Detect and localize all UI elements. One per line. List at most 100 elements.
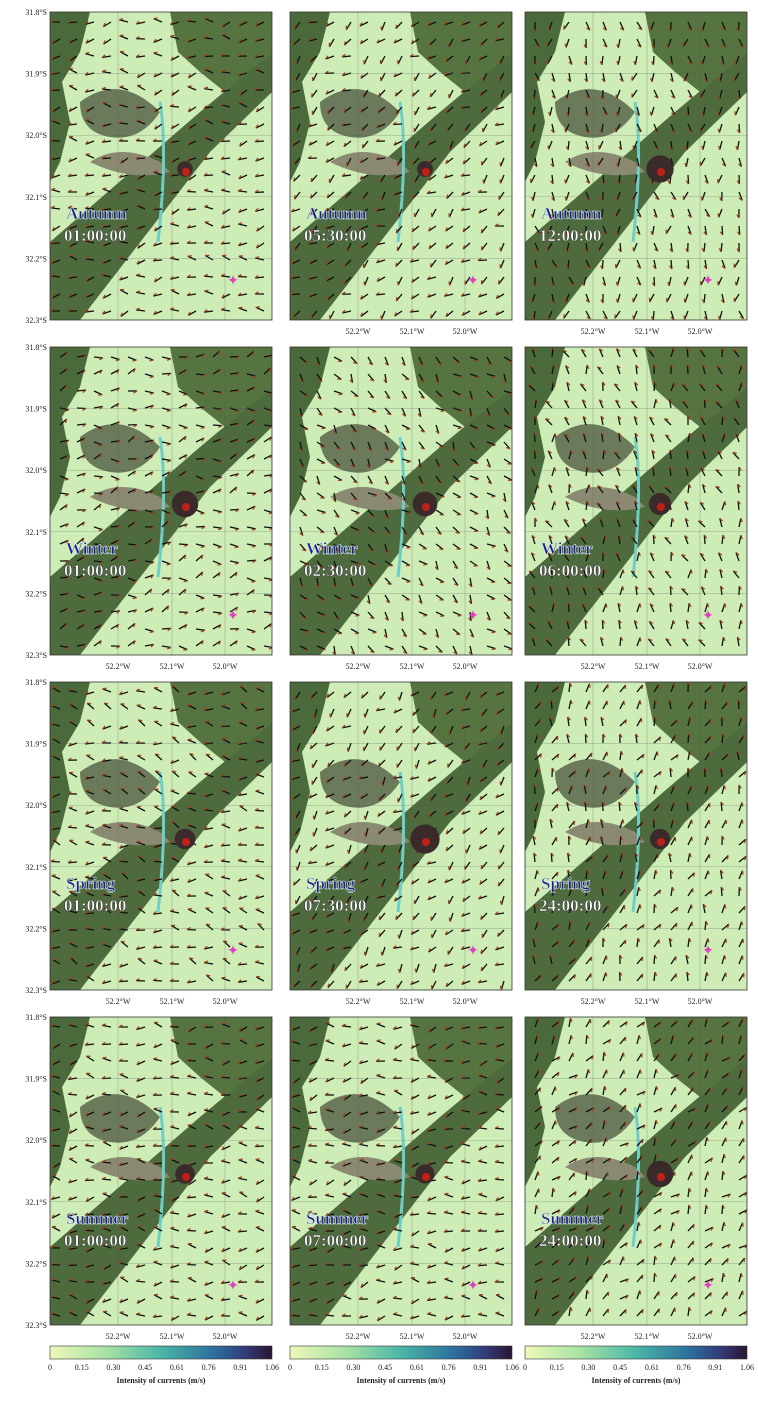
- current-head: [498, 831, 499, 835]
- current-head: [691, 905, 692, 909]
- current-head: [650, 112, 651, 116]
- current-vector: [325, 1060, 334, 1061]
- lon-tick-label: 52.1°W: [400, 662, 425, 671]
- current-head: [381, 952, 382, 956]
- current-head: [313, 816, 314, 820]
- season-label: Autumn: [306, 204, 367, 223]
- current-head: [413, 246, 414, 250]
- current-head: [200, 598, 204, 599]
- current-head: [456, 481, 460, 482]
- current-head: [589, 485, 590, 489]
- current-head: [447, 127, 448, 131]
- current-head: [256, 875, 260, 876]
- current-head: [540, 719, 541, 723]
- current-head: [498, 212, 499, 216]
- current-head: [379, 93, 380, 97]
- time-label: 01:00:00: [64, 226, 126, 245]
- current-head: [69, 807, 73, 808]
- current-vector: [738, 22, 739, 31]
- current-head: [189, 958, 193, 959]
- lat-tick-label: 32.1°S: [25, 193, 47, 202]
- station-marker: ✦: [227, 1279, 239, 1294]
- lat-tick-label: 32.2°S: [25, 589, 47, 598]
- current-head: [115, 479, 119, 480]
- current-head: [500, 247, 501, 251]
- current-vector: [153, 861, 162, 862]
- current-head: [71, 958, 75, 959]
- current-head: [424, 649, 428, 650]
- current-head: [239, 943, 243, 944]
- current-head: [744, 906, 745, 910]
- current-head: [742, 382, 743, 386]
- current-head: [184, 428, 188, 429]
- current-head: [381, 315, 382, 319]
- current-head: [52, 120, 56, 121]
- current-head: [574, 821, 575, 825]
- current-head: [328, 763, 329, 767]
- current-head: [735, 111, 736, 115]
- lon-tick-label: 52.0°W: [453, 327, 478, 336]
- current-head: [430, 93, 431, 97]
- current-head: [500, 781, 501, 785]
- current-head: [500, 179, 501, 183]
- current-head: [475, 377, 479, 378]
- current-head: [606, 972, 607, 976]
- lat-tick-label: 32.0°S: [25, 801, 47, 810]
- current-head: [321, 615, 325, 616]
- current-head: [296, 128, 297, 132]
- current-head: [449, 213, 450, 217]
- current-head: [396, 25, 397, 29]
- current-head: [379, 763, 380, 767]
- current-head: [500, 264, 501, 268]
- current-head: [545, 419, 549, 420]
- current-head: [430, 797, 431, 801]
- current-head: [650, 26, 651, 30]
- lon-tick-label: 52.0°W: [688, 327, 713, 336]
- discharge-point: [422, 503, 430, 511]
- current-head: [538, 769, 539, 773]
- lat-tick-label: 31.9°S: [25, 70, 47, 79]
- current-head: [119, 1125, 123, 1126]
- current-head: [498, 746, 499, 750]
- current-head: [684, 77, 685, 81]
- current-head: [205, 892, 209, 893]
- current-head: [531, 299, 532, 303]
- current-head: [205, 137, 209, 138]
- current-head: [481, 967, 482, 971]
- current-head: [390, 649, 394, 650]
- current-head: [116, 462, 120, 463]
- current-head: [500, 162, 501, 166]
- map-content: ✦: [525, 347, 747, 655]
- current-vector: [187, 1060, 196, 1061]
- lat-tick-label: 31.9°S: [25, 405, 47, 414]
- current-head: [81, 598, 85, 599]
- current-head: [132, 360, 136, 361]
- current-head: [311, 314, 312, 318]
- current-vector: [94, 476, 103, 477]
- current-vector: [653, 311, 654, 320]
- current-head: [396, 229, 397, 233]
- current-head: [172, 890, 176, 891]
- current-head: [640, 638, 641, 642]
- current-head: [239, 1159, 243, 1160]
- current-head: [251, 581, 255, 582]
- current-head: [475, 479, 479, 480]
- current-head: [296, 747, 297, 751]
- lat-tick-label: 32.0°S: [25, 1136, 47, 1145]
- current-head: [102, 943, 106, 944]
- current-vector: [204, 276, 213, 277]
- current-head: [339, 394, 343, 395]
- current-head: [296, 60, 297, 64]
- current-head: [529, 623, 533, 624]
- current-head: [379, 933, 380, 937]
- season-label: Spring: [66, 874, 116, 893]
- current-head: [500, 730, 501, 734]
- current-head: [413, 161, 414, 165]
- current-head: [188, 86, 192, 87]
- lon-tick-label: 52.2°W: [581, 997, 606, 1006]
- current-head: [665, 419, 669, 420]
- current-head: [154, 171, 158, 172]
- current-head: [538, 734, 539, 738]
- current-vector: [308, 1128, 317, 1129]
- current-vector: [705, 700, 706, 709]
